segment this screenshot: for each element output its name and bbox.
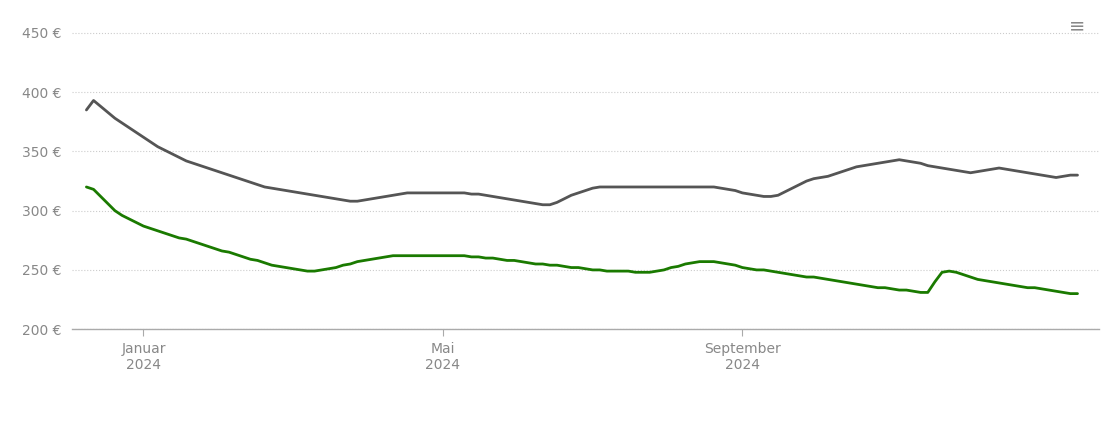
Text: ≡: ≡ [1069,17,1086,36]
